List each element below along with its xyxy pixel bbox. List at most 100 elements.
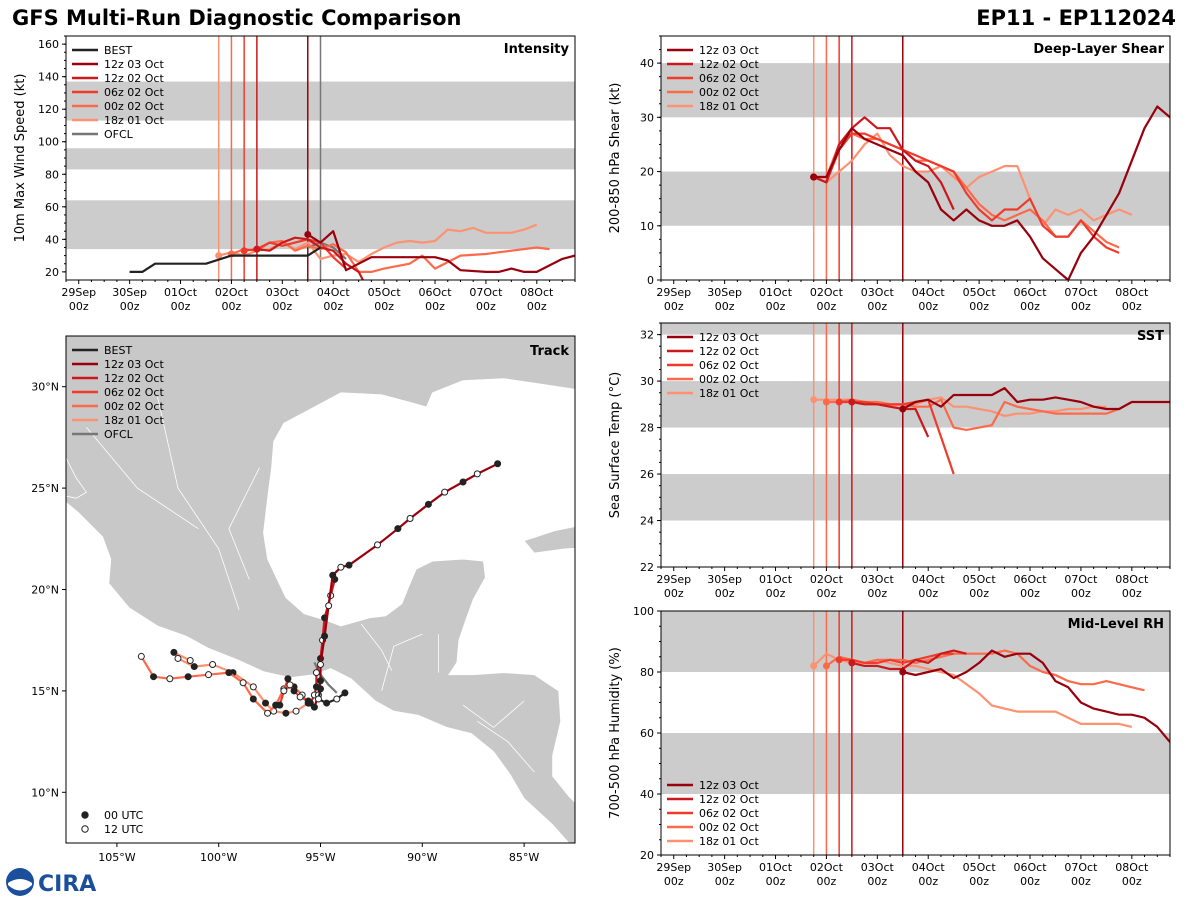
- x-tick-label: 07Oct: [1064, 286, 1098, 299]
- panel-title: Deep-Layer Shear: [1033, 42, 1164, 57]
- marker-legend-label: 00 UTC: [104, 809, 144, 822]
- series-line-06z-02-oct: [243, 238, 347, 270]
- track-point: [310, 703, 318, 711]
- cira-logo-text: CIRA: [38, 872, 96, 897]
- legend-label: 06z 02 Oct: [699, 807, 759, 820]
- track-point: [190, 663, 198, 671]
- series-init-point: [822, 398, 830, 406]
- series-init-point: [848, 398, 856, 406]
- land-mass: [523, 526, 575, 554]
- x-tick-label: 01Oct: [759, 861, 793, 874]
- x-tick-label: 00z: [918, 300, 938, 313]
- track-point: [205, 671, 213, 679]
- track-point: [329, 571, 337, 579]
- y-tick-label: 100: [38, 136, 59, 149]
- legend-label: OFCL: [104, 128, 134, 141]
- x-tick-label: 00z: [867, 875, 887, 888]
- series-init-point: [899, 668, 907, 676]
- series-init-point: [810, 396, 818, 404]
- legend-label: 12z 03 Oct: [104, 358, 164, 371]
- page-title: GFS Multi-Run Diagnostic Comparison: [12, 6, 462, 30]
- x-tick-label: 00z: [766, 875, 786, 888]
- cira-logo: CIRA: [6, 868, 96, 897]
- shaded-band: [661, 171, 1170, 226]
- x-tick-label: 07Oct: [469, 286, 503, 299]
- x-tick-label: 04Oct: [912, 573, 946, 586]
- track-point: [345, 561, 353, 569]
- x-tick-label: 06Oct: [419, 286, 453, 299]
- y-axis-label: 700-500 hPa Humidity (%): [608, 647, 623, 819]
- chart-sst: 29Sep00z30Sep00z01Oct00z02Oct00z03Oct00z…: [608, 322, 1171, 600]
- series-line-best: [129, 246, 322, 273]
- y-tick-label: 20: [640, 166, 654, 179]
- track-point: [317, 661, 324, 669]
- track-point: [184, 673, 192, 681]
- plot-area: [66, 36, 575, 280]
- series-init-point: [899, 405, 907, 413]
- y-tick-label: 40: [45, 233, 59, 246]
- track-point: [137, 652, 145, 660]
- x-tick-label: 03Oct: [861, 861, 895, 874]
- x-tick-label: 00z: [664, 587, 684, 600]
- track-point: [249, 683, 257, 691]
- x-tick-label: 29Sep: [656, 861, 691, 874]
- x-tick-label: 00z: [1122, 587, 1142, 600]
- legend-label: 00z 02 Oct: [104, 100, 164, 113]
- legend-label: 06z 02 Oct: [699, 359, 759, 372]
- legend-label: 18z 01 Oct: [104, 414, 164, 427]
- marker-legend-label: 12 UTC: [104, 823, 144, 836]
- x-tick-label: 29Sep: [61, 286, 96, 299]
- y-tick-label: 100: [633, 605, 654, 618]
- legend-label: 12z 02 Oct: [699, 58, 759, 71]
- chart-track: 105°W 100°W 95°W 90°W 85°W 10°N 15°N 20°N 25°N 30…: [31, 335, 576, 864]
- x-tick-label: 07Oct: [1064, 861, 1098, 874]
- x-tick-label: 30Sep: [707, 573, 742, 586]
- plot-area: [661, 36, 1170, 280]
- series-line-12z-03-oct: [307, 230, 575, 273]
- y-tick-label: 140: [38, 71, 59, 84]
- map-area: [66, 336, 575, 843]
- x-tick-label: 29Sep: [656, 286, 691, 299]
- x-tick-label: 04Oct: [912, 861, 946, 874]
- track-point: [406, 515, 414, 523]
- chart-intensity: 29Sep00z30Sep00z01Oct00z02Oct00z03Oct00z…: [13, 35, 576, 313]
- x-tick-label: 08Oct: [520, 286, 554, 299]
- x-tick-label: 08Oct: [1115, 861, 1149, 874]
- legend-label: 00z 02 Oct: [104, 400, 164, 413]
- x-tick-label: 00z: [918, 587, 938, 600]
- track-point: [282, 709, 290, 717]
- shaded-band: [661, 474, 1170, 521]
- legend-label: 12z 02 Oct: [699, 793, 759, 806]
- land-mass: [66, 457, 87, 499]
- track-point: [296, 693, 304, 701]
- state-border: [86, 427, 199, 530]
- lat-tick-label: 25°N: [31, 482, 59, 495]
- y-tick-label: 20: [45, 266, 59, 279]
- series-line-06z-02-oct: [839, 398, 955, 475]
- x-tick-label: 05Oct: [368, 286, 402, 299]
- x-tick-label: 01Oct: [759, 573, 793, 586]
- legend-label: 18z 01 Oct: [104, 114, 164, 127]
- track-point: [494, 460, 502, 468]
- y-tick-label: 10: [640, 220, 654, 233]
- legend-label: 18z 01 Oct: [699, 100, 759, 113]
- x-tick-label: 00z: [867, 300, 887, 313]
- legend-label: 18z 01 Oct: [699, 835, 759, 848]
- series-line-06z-02-oct: [839, 652, 954, 665]
- x-tick-label: 00z: [1071, 300, 1091, 313]
- x-tick-label: 00z: [817, 587, 837, 600]
- legend-label: 06z 02 Oct: [104, 386, 164, 399]
- legend-label: 00z 02 Oct: [699, 821, 759, 834]
- x-tick-label: 07Oct: [1064, 573, 1098, 586]
- track-point: [341, 689, 349, 697]
- series-line-00z-02-oct: [231, 239, 550, 273]
- state-border: [381, 633, 423, 692]
- track-point: [374, 541, 382, 549]
- y-tick-label: 120: [38, 103, 59, 116]
- x-tick-label: 04Oct: [317, 286, 351, 299]
- series-line-12z-02-oct: [813, 116, 955, 210]
- track-point: [317, 685, 324, 693]
- track-point: [323, 699, 331, 707]
- x-tick-label: 00z: [374, 300, 394, 313]
- series-init-point: [810, 662, 818, 670]
